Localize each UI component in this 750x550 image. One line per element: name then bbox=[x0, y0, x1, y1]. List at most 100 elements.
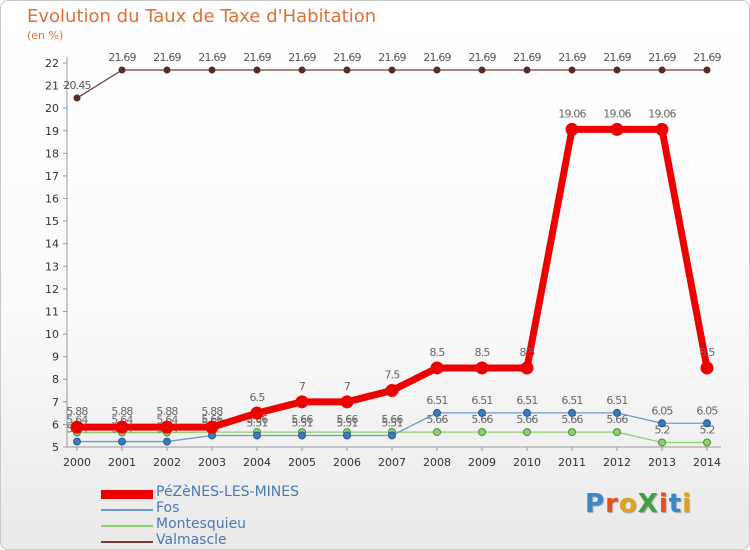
proxiti-logo: ProXiti bbox=[585, 489, 692, 519]
y-tick-label: 12 bbox=[45, 283, 59, 296]
data-point bbox=[520, 361, 534, 375]
data-label: 5.66 bbox=[516, 413, 538, 426]
data-point bbox=[343, 66, 351, 74]
x-tick-label: 2013 bbox=[648, 456, 676, 469]
data-point bbox=[700, 361, 714, 375]
data-label: 6.51 bbox=[471, 394, 492, 407]
data-label: 21.69 bbox=[648, 51, 676, 64]
data-point bbox=[115, 420, 129, 434]
legend-label: Valmascle bbox=[156, 532, 227, 548]
data-label: 7.5 bbox=[384, 369, 400, 382]
data-label: 19.06 bbox=[558, 107, 586, 120]
logo-letter: t bbox=[668, 489, 683, 519]
data-label: 5.66 bbox=[336, 413, 358, 426]
x-tick-label: 2004 bbox=[243, 456, 271, 469]
data-label: 21.69 bbox=[378, 51, 406, 64]
legend-swatch bbox=[101, 509, 153, 511]
data-point bbox=[613, 66, 621, 74]
x-tick-label: 2009 bbox=[468, 456, 496, 469]
data-label: 21.69 bbox=[558, 51, 586, 64]
y-tick-label: 5 bbox=[52, 441, 59, 454]
data-label: 5.51 bbox=[336, 416, 357, 429]
data-point bbox=[253, 431, 261, 440]
data-point bbox=[475, 361, 489, 375]
legend-label: PéZèNES-LES-MINES bbox=[156, 484, 300, 500]
data-label: 5.66 bbox=[291, 413, 313, 426]
data-point bbox=[523, 66, 531, 74]
data-point bbox=[298, 431, 306, 440]
data-label: 6.05 bbox=[696, 404, 718, 417]
y-tick-label: 20 bbox=[45, 102, 59, 115]
data-label: 8.5 bbox=[699, 346, 715, 359]
data-label: 5.2 bbox=[654, 423, 669, 436]
data-point bbox=[73, 437, 81, 446]
data-label: 5.51 bbox=[381, 416, 402, 429]
data-label: 7 bbox=[299, 380, 306, 393]
data-point bbox=[250, 406, 264, 420]
x-tick-label: 2011 bbox=[558, 456, 586, 469]
data-point bbox=[205, 420, 219, 434]
data-label: 5.66 bbox=[606, 413, 628, 426]
y-tick-label: 9 bbox=[52, 351, 59, 364]
logo-letter: X bbox=[637, 489, 659, 519]
data-point bbox=[523, 408, 531, 417]
data-label: 6.51 bbox=[606, 394, 627, 407]
data-label: 5.66 bbox=[426, 413, 448, 426]
data-point bbox=[73, 94, 81, 102]
legend-label: Montesquieu bbox=[156, 516, 247, 532]
x-tick-label: 2001 bbox=[108, 456, 136, 469]
y-tick-label: 17 bbox=[45, 170, 59, 183]
data-label: 21.69 bbox=[198, 51, 226, 64]
series-line-pézènes-les-mines bbox=[73, 125, 711, 431]
data-label: 5.88 bbox=[201, 405, 223, 418]
data-point bbox=[478, 408, 486, 417]
data-label: 5.88 bbox=[111, 405, 133, 418]
data-point bbox=[433, 428, 441, 437]
x-tick-label: 2006 bbox=[333, 456, 361, 469]
legend-swatch bbox=[101, 525, 153, 527]
data-point bbox=[613, 428, 621, 437]
data-label: 6.51 bbox=[561, 394, 582, 407]
data-point bbox=[388, 431, 396, 440]
data-point bbox=[163, 437, 171, 446]
x-tick-label: 2007 bbox=[378, 456, 406, 469]
data-point bbox=[430, 361, 444, 375]
y-tick-label: 8 bbox=[52, 373, 59, 386]
data-label: 19.06 bbox=[603, 107, 631, 120]
data-point bbox=[478, 66, 486, 74]
logo-letter: r bbox=[605, 489, 619, 519]
data-label: 21.69 bbox=[468, 51, 496, 64]
data-label: 7 bbox=[344, 380, 351, 393]
legend-swatch bbox=[101, 489, 153, 499]
data-point bbox=[385, 384, 399, 398]
data-point bbox=[163, 66, 171, 74]
y-tick-label: 6 bbox=[52, 418, 59, 431]
logo-letter: P bbox=[585, 489, 606, 519]
data-point bbox=[610, 122, 624, 136]
data-point bbox=[703, 438, 711, 447]
y-tick-label: 16 bbox=[45, 193, 59, 206]
x-tick-label: 2000 bbox=[63, 456, 91, 469]
data-point bbox=[703, 66, 711, 74]
series-line-valmascle bbox=[76, 69, 708, 99]
data-point bbox=[340, 395, 354, 409]
data-label: 5.66 bbox=[381, 413, 403, 426]
x-tick-label: 2012 bbox=[603, 456, 631, 469]
data-label: 20.45 bbox=[63, 79, 91, 92]
logo-letter: i bbox=[682, 489, 693, 519]
data-label: 21.69 bbox=[603, 51, 631, 64]
x-tick-label: 2003 bbox=[198, 456, 226, 469]
data-label: 6.51 bbox=[426, 394, 447, 407]
data-point bbox=[568, 428, 576, 437]
y-tick-label: 13 bbox=[45, 260, 59, 273]
data-point bbox=[343, 431, 351, 440]
y-tick-label: 15 bbox=[45, 215, 59, 228]
data-label: 5.51 bbox=[291, 416, 312, 429]
chart-title: Evolution du Taux de Taxe d'Habitation bbox=[27, 6, 377, 27]
chart-subtitle: (en %) bbox=[27, 29, 64, 42]
data-label: 21.69 bbox=[333, 51, 361, 64]
data-point bbox=[703, 419, 711, 428]
x-tick-label: 2005 bbox=[288, 456, 316, 469]
data-label: 21.69 bbox=[243, 51, 271, 64]
